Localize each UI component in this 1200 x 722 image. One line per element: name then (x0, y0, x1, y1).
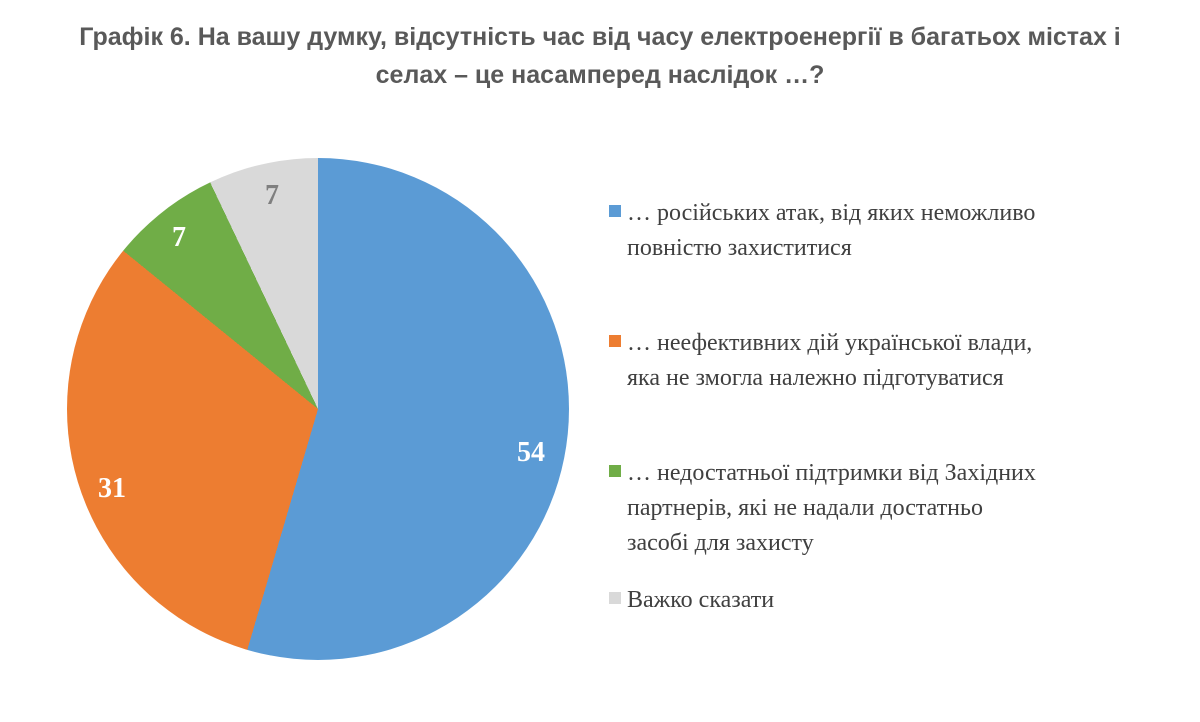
legend-item-ukrainian-authorities: … неефективних дій української влади, як… (609, 326, 1032, 396)
chart-title: Графік 6. На вашу думку, відсутність час… (0, 18, 1200, 94)
legend: … російських атак, від яких неможливо по… (609, 0, 1169, 722)
slice-label-western-partners: 7 (172, 222, 186, 253)
legend-item-western-partners: … недостатньої підтримки від Західних па… (609, 456, 1036, 561)
legend-label-line: повністю захиститися (627, 235, 852, 261)
legend-label-line: … неефективних дій української влади, (627, 330, 1033, 356)
pie-chart (67, 158, 569, 660)
legend-swatch-green-icon (609, 465, 621, 477)
chart-title-line1: Графік 6. На вашу думку, відсутність час… (79, 23, 1121, 51)
slice-label-russian-attacks: 54 (517, 437, 545, 468)
slice-label-hard-to-say: 7 (265, 180, 279, 211)
legend-label-western-partners: … недостатньої підтримки від Західних па… (627, 456, 1036, 561)
legend-label-line: яка не змогла належно підготуватися (627, 365, 1004, 391)
chart-title-line2: селах – це насамперед наслідок …? (375, 61, 825, 89)
slice-label-ukrainian-authorities: 31 (98, 473, 126, 504)
legend-item-hard-to-say: Важко сказати (609, 583, 774, 618)
legend-label-line: … недостатньої підтримки від Західних (627, 460, 1036, 486)
legend-label-line: Важко сказати (627, 587, 775, 613)
legend-label-ukrainian-authorities: … неефективних дій української влади, як… (627, 326, 1032, 396)
legend-label-hard-to-say: Важко сказати (627, 583, 774, 618)
legend-swatch-orange-icon (609, 335, 621, 347)
legend-label-line: засобі для захисту (627, 530, 814, 556)
legend-swatch-gray-icon (609, 592, 621, 604)
legend-swatch-blue-icon (609, 205, 621, 217)
legend-label-russian-attacks: … російських атак, від яких неможливо по… (627, 196, 1035, 266)
legend-item-russian-attacks: … російських атак, від яких неможливо по… (609, 196, 1035, 266)
legend-label-line: партнерів, які не надали достатньо (627, 495, 983, 521)
legend-label-line: … російських атак, від яких неможливо (627, 200, 1036, 226)
